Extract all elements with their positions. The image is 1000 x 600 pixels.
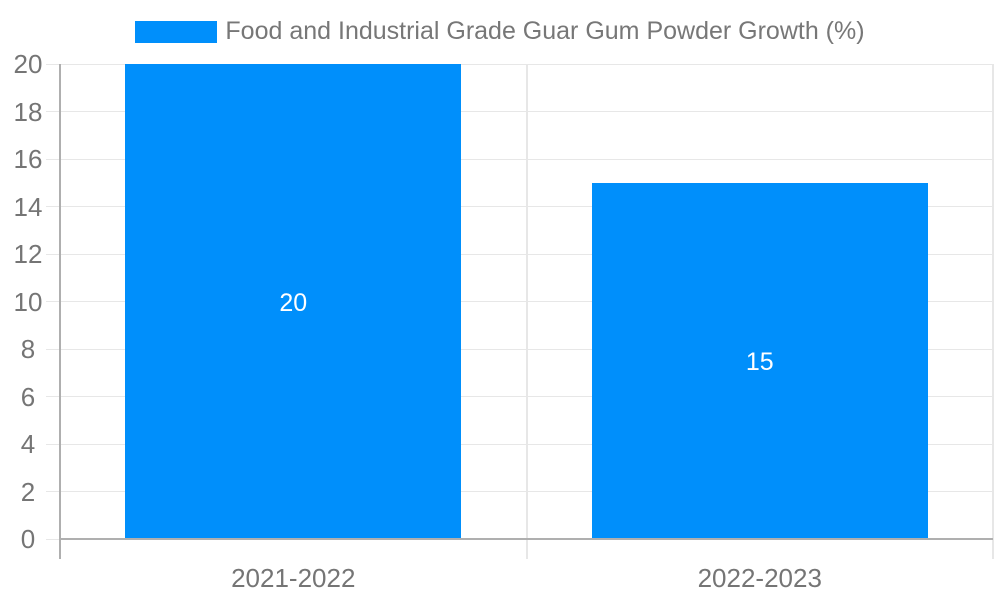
y-tick-label: 16 (13, 144, 43, 174)
x-axis-line (60, 538, 993, 540)
y-tick-label: 14 (13, 191, 43, 222)
y-gridline (46, 491, 993, 492)
y-gridline (46, 206, 993, 207)
bar-value-label: 15 (745, 347, 774, 376)
category-separator (992, 64, 994, 559)
y-tick-label: 8 (20, 334, 36, 364)
category-separator (525, 64, 528, 559)
y-gridline (46, 63, 993, 65)
y-tick-label: 4 (20, 429, 36, 459)
y-tick-label: 12 (13, 239, 43, 269)
x-tick-label: 2022-2023 (697, 563, 822, 593)
bar-value-label: 20 (279, 288, 308, 317)
y-gridline (46, 158, 993, 160)
y-gridline (46, 253, 993, 255)
y-tick-label: 18 (13, 96, 43, 127)
y-gridline (46, 396, 993, 397)
legend-label: Food and Industrial Grade Guar Gum Powde… (225, 17, 865, 45)
y-tick-label: 10 (13, 286, 43, 317)
y-tick-label: 6 (20, 381, 36, 412)
y-gridline (46, 443, 993, 445)
y-tick-label: 20 (13, 49, 43, 79)
y-gridline (46, 301, 993, 302)
y-tick-label: 0 (20, 524, 36, 554)
y-axis-line (59, 64, 61, 559)
y-gridline (46, 111, 993, 112)
y-gridline (46, 348, 993, 350)
chart-legend[interactable]: Food and Industrial Grade Guar Gum Powde… (0, 17, 1000, 46)
x-tick-label: 2021-2022 (231, 563, 356, 593)
legend-swatch-icon (135, 20, 218, 43)
y-tick-label: 2 (20, 476, 36, 507)
bar[interactable] (591, 182, 928, 539)
bar[interactable] (125, 64, 462, 539)
